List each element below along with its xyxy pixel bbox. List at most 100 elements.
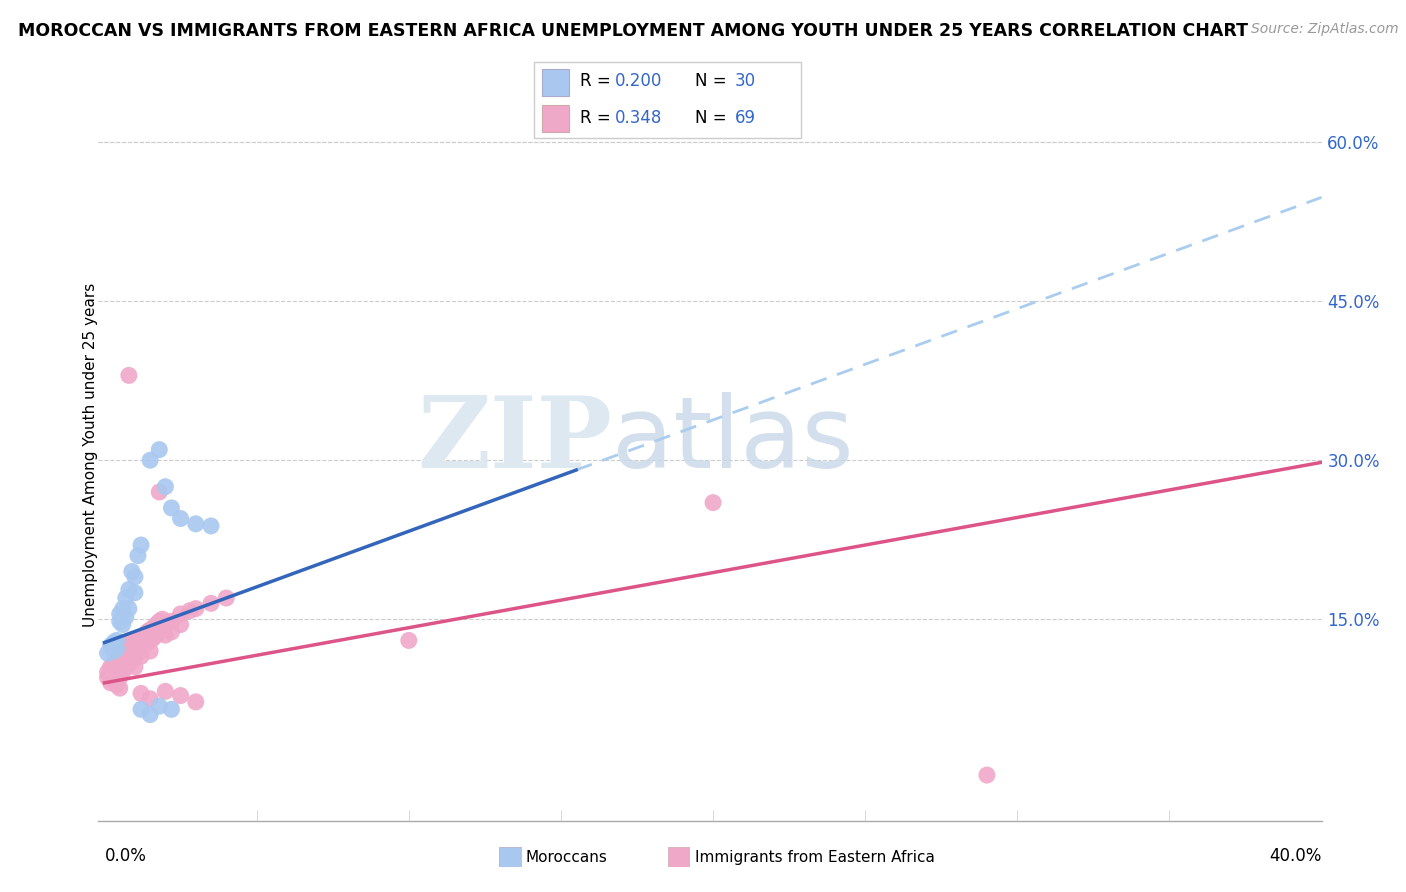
Point: [118, 635, 141, 649]
Point: [105, 665, 128, 680]
Point: [127, 646, 149, 660]
Bar: [543, 105, 569, 132]
Point: [398, 633, 420, 648]
Point: [124, 585, 146, 599]
Point: [132, 628, 155, 642]
Point: [114, 649, 136, 664]
Point: [114, 610, 136, 624]
Point: [100, 676, 122, 690]
FancyBboxPatch shape: [534, 62, 801, 138]
Point: [100, 660, 122, 674]
Point: [105, 641, 128, 656]
Point: [103, 644, 125, 658]
Point: [139, 623, 162, 637]
Text: N =: N =: [695, 109, 731, 127]
Point: [105, 652, 128, 666]
Text: R =: R =: [579, 109, 616, 127]
Point: [103, 671, 125, 685]
Point: [155, 684, 177, 698]
Point: [127, 549, 149, 563]
Point: [124, 660, 146, 674]
Point: [103, 635, 125, 649]
Point: [108, 615, 131, 629]
Point: [200, 596, 222, 610]
Point: [124, 649, 146, 664]
Point: [150, 612, 173, 626]
Point: [184, 516, 207, 531]
Point: [103, 657, 125, 671]
Text: 0.200: 0.200: [614, 72, 662, 90]
Point: [114, 591, 136, 605]
Point: [200, 519, 222, 533]
Point: [169, 617, 191, 632]
Text: Source: ZipAtlas.com: Source: ZipAtlas.com: [1251, 22, 1399, 37]
Point: [96, 665, 118, 680]
Point: [179, 604, 201, 618]
Point: [148, 624, 170, 639]
Point: [121, 644, 143, 658]
Text: Immigrants from Eastern Africa: Immigrants from Eastern Africa: [695, 850, 935, 864]
Point: [184, 695, 207, 709]
Point: [124, 639, 146, 653]
Point: [145, 628, 167, 642]
Point: [976, 768, 998, 782]
Point: [184, 601, 207, 615]
Point: [136, 624, 159, 639]
Text: atlas: atlas: [612, 392, 853, 489]
Point: [111, 665, 134, 680]
Point: [139, 453, 162, 467]
Point: [127, 635, 149, 649]
Point: [121, 633, 143, 648]
Point: [215, 591, 238, 605]
Point: [148, 442, 170, 457]
Text: 0.348: 0.348: [614, 109, 662, 127]
Point: [136, 635, 159, 649]
Text: 69: 69: [734, 109, 755, 127]
Point: [111, 655, 134, 669]
Point: [155, 628, 177, 642]
Text: 0.0%: 0.0%: [104, 847, 146, 865]
Point: [105, 678, 128, 692]
Point: [118, 582, 141, 597]
Point: [155, 480, 177, 494]
Point: [108, 671, 131, 685]
Point: [118, 646, 141, 660]
Point: [160, 500, 183, 515]
Point: [139, 707, 162, 722]
Point: [160, 624, 183, 639]
Text: MOROCCAN VS IMMIGRANTS FROM EASTERN AFRICA UNEMPLOYMENT AMONG YOUTH UNDER 25 YEA: MOROCCAN VS IMMIGRANTS FROM EASTERN AFRI…: [18, 22, 1247, 40]
Point: [114, 639, 136, 653]
Point: [148, 699, 170, 714]
Text: 40.0%: 40.0%: [1270, 847, 1322, 865]
Point: [103, 662, 125, 676]
Point: [142, 621, 165, 635]
Text: N =: N =: [695, 72, 731, 90]
Point: [129, 641, 152, 656]
Point: [129, 686, 152, 700]
Point: [100, 667, 122, 681]
Point: [148, 485, 170, 500]
Point: [160, 615, 183, 629]
Point: [160, 702, 183, 716]
Point: [148, 615, 170, 629]
Point: [96, 646, 118, 660]
Point: [142, 632, 165, 646]
Point: [114, 660, 136, 674]
Point: [132, 639, 155, 653]
Point: [108, 681, 131, 695]
Point: [702, 495, 724, 509]
Point: [108, 657, 131, 671]
Point: [139, 633, 162, 648]
Point: [118, 601, 141, 615]
Point: [108, 646, 131, 660]
Text: ZIP: ZIP: [418, 392, 612, 489]
Point: [129, 538, 152, 552]
Point: [139, 691, 162, 706]
Point: [118, 368, 141, 383]
Point: [155, 617, 177, 632]
Point: [111, 601, 134, 615]
Point: [169, 511, 191, 525]
Point: [169, 689, 191, 703]
Point: [129, 649, 152, 664]
Point: [129, 632, 152, 646]
